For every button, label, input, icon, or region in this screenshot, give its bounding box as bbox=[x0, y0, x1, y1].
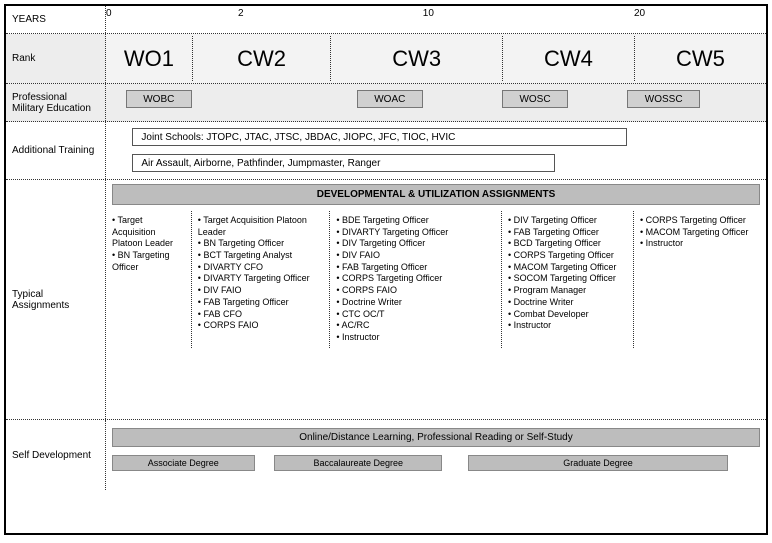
assignments-content: DEVELOPMENTAL & UTILIZATION ASSIGNMENTS … bbox=[106, 180, 766, 419]
assignment-item: Doctrine Writer bbox=[508, 297, 627, 309]
year-tick: 2 bbox=[238, 8, 244, 19]
assignment-item: DIVARTY Targeting Officer bbox=[198, 273, 324, 285]
assignment-item: DIV FAIO bbox=[198, 285, 324, 297]
assignments-banner: DEVELOPMENTAL & UTILIZATION ASSIGNMENTS bbox=[112, 184, 760, 205]
rank-cell: CW4 bbox=[502, 36, 634, 81]
assignment-item: Instructor bbox=[508, 320, 627, 332]
assignment-column: DIV Targeting OfficerFAB Targeting Offic… bbox=[502, 211, 634, 348]
degree-box: Baccalaureate Degree bbox=[274, 455, 442, 471]
assignments-row: Typical Assignments DEVELOPMENTAL & UTIL… bbox=[6, 180, 766, 420]
rank-cell: WO1 bbox=[106, 36, 192, 81]
pme-row: Professional Military Education WOBC WOAC… bbox=[6, 84, 766, 122]
degree-box: Graduate Degree bbox=[468, 455, 727, 471]
assignment-item: DIVARTY CFO bbox=[198, 262, 324, 274]
years-ticks: 0 2 10 20 bbox=[106, 6, 766, 33]
assignment-column: BDE Targeting OfficerDIVARTY Targeting O… bbox=[330, 211, 502, 348]
pme-box: WOAC bbox=[357, 90, 423, 108]
assignment-item: SOCOM Targeting Officer bbox=[508, 273, 627, 285]
assignment-item: BN Targeting Officer bbox=[198, 238, 324, 250]
training-label: Additional Training bbox=[6, 122, 106, 179]
training-box: Air Assault, Airborne, Pathfinder, Jumpm… bbox=[132, 154, 554, 172]
assignment-item: FAB Targeting Officer bbox=[336, 262, 495, 274]
assignment-item: Program Manager bbox=[508, 285, 627, 297]
assignment-item: DIV Targeting Officer bbox=[508, 215, 627, 227]
pme-content: WOBC WOAC WOSC WOSSC bbox=[106, 84, 766, 121]
assignment-item: Doctrine Writer bbox=[336, 297, 495, 309]
assignment-item: DIV FAIO bbox=[336, 250, 495, 262]
training-box: Joint Schools: JTOPC, JTAC, JTSC, JBDAC,… bbox=[132, 128, 627, 146]
pme-box: WOSSC bbox=[627, 90, 700, 108]
rank-cell: CW5 bbox=[634, 36, 766, 81]
assignment-item: BN Targeting Officer bbox=[112, 250, 185, 273]
assignment-item: CORPS Targeting Officer bbox=[640, 215, 760, 227]
assignment-item: Target Acquisition Platoon Leader bbox=[112, 215, 185, 250]
year-tick: 10 bbox=[423, 8, 434, 19]
selfdev-banner: Online/Distance Learning, Professional R… bbox=[112, 428, 760, 447]
training-content: Joint Schools: JTOPC, JTAC, JTSC, JBDAC,… bbox=[106, 122, 766, 179]
rank-label: Rank bbox=[6, 34, 106, 83]
years-label: YEARS bbox=[6, 6, 106, 33]
assignment-item: FAB Targeting Officer bbox=[198, 297, 324, 309]
assignment-item: Combat Developer bbox=[508, 309, 627, 321]
assignment-item: CORPS FAIO bbox=[198, 320, 324, 332]
assignment-column: Target Acquisition Platoon LeaderBN Targ… bbox=[106, 211, 192, 348]
years-row: YEARS 0 2 10 20 bbox=[6, 6, 766, 34]
assignment-item: CTC OC/T bbox=[336, 309, 495, 321]
rank-cell: CW3 bbox=[330, 36, 502, 81]
assignment-item: MACOM Targeting Officer bbox=[508, 262, 627, 274]
selfdev-content: Online/Distance Learning, Professional R… bbox=[106, 420, 766, 490]
assignment-item: MACOM Targeting Officer bbox=[640, 227, 760, 239]
assignment-item: BCD Targeting Officer bbox=[508, 238, 627, 250]
rank-cell: CW2 bbox=[192, 36, 331, 81]
pme-label: Professional Military Education bbox=[6, 84, 106, 121]
assignment-item: BCT Targeting Analyst bbox=[198, 250, 324, 262]
career-map: YEARS 0 2 10 20 Rank WO1CW2CW3CW4CW5 Profes… bbox=[4, 4, 768, 535]
assignment-item: CORPS Targeting Officer bbox=[508, 250, 627, 262]
assignment-item: AC/RC bbox=[336, 320, 495, 332]
year-tick: 0 bbox=[106, 8, 112, 19]
assignment-item: FAB CFO bbox=[198, 309, 324, 321]
pme-box: WOBC bbox=[126, 90, 192, 108]
assignment-item: Instructor bbox=[640, 238, 760, 250]
assignment-item: BDE Targeting Officer bbox=[336, 215, 495, 227]
assignments-columns: Target Acquisition Platoon LeaderBN Targ… bbox=[106, 211, 766, 348]
selfdev-row: Self Development Online/Distance Learnin… bbox=[6, 420, 766, 490]
pme-box: WOSC bbox=[502, 90, 568, 108]
selfdev-label: Self Development bbox=[6, 420, 106, 490]
assignment-item: DIV Targeting Officer bbox=[336, 238, 495, 250]
training-row: Additional Training Joint Schools: JTOPC… bbox=[6, 122, 766, 180]
assignment-item: DIVARTY Targeting Officer bbox=[336, 227, 495, 239]
rank-row: Rank WO1CW2CW3CW4CW5 bbox=[6, 34, 766, 84]
assignment-column: CORPS Targeting OfficerMACOM Targeting O… bbox=[634, 211, 766, 348]
assignment-item: CORPS Targeting Officer bbox=[336, 273, 495, 285]
degree-boxes: Associate Degree Baccalaureate Degree Grad… bbox=[112, 451, 760, 475]
year-tick: 20 bbox=[634, 8, 645, 19]
assignments-label: Typical Assignments bbox=[6, 180, 106, 419]
rank-cells: WO1CW2CW3CW4CW5 bbox=[106, 34, 766, 83]
assignment-item: CORPS FAIO bbox=[336, 285, 495, 297]
assignment-column: Target Acquisition Platoon LeaderBN Targ… bbox=[192, 211, 331, 348]
degree-box: Associate Degree bbox=[112, 455, 255, 471]
assignment-item: Target Acquisition Platoon Leader bbox=[198, 215, 324, 238]
assignment-item: FAB Targeting Officer bbox=[508, 227, 627, 239]
assignment-item: Instructor bbox=[336, 332, 495, 344]
